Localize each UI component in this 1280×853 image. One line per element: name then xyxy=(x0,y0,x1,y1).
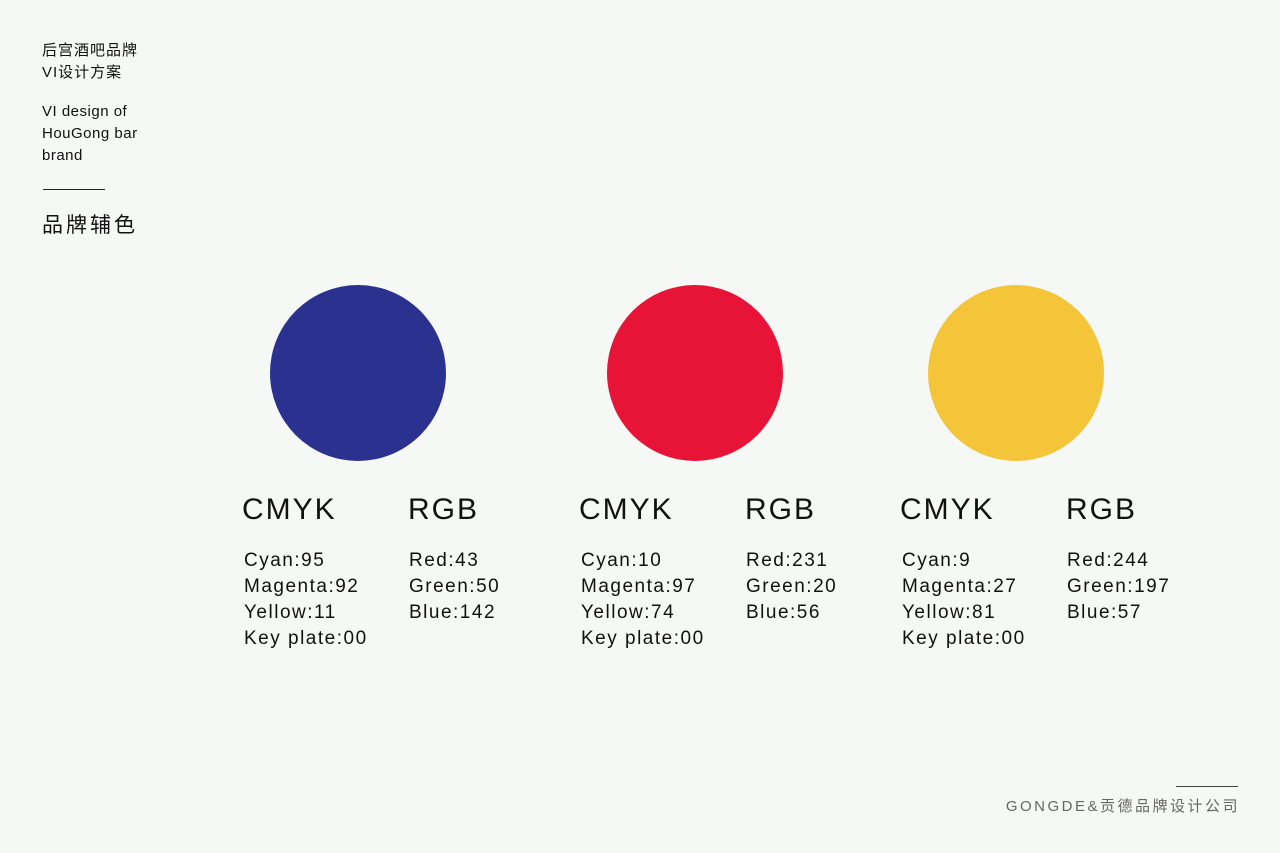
color-swatch xyxy=(270,285,446,461)
rgb-value: Red:231 xyxy=(746,550,829,571)
subtitle-line: HouGong bar xyxy=(42,125,138,142)
cmyk-value: Cyan:95 xyxy=(244,550,326,571)
cmyk-value: Key plate:00 xyxy=(581,628,705,649)
title-line: 后宫酒吧品牌 xyxy=(42,42,139,59)
rgb-heading: RGB xyxy=(408,493,480,526)
subtitle-block: VI design of HouGong bar brand xyxy=(42,101,138,167)
subtitle-line: VI design of xyxy=(42,103,128,120)
footer-company: GONGDE&贡德品牌设计公司 xyxy=(1005,798,1240,815)
cmyk-value: Yellow:74 xyxy=(581,602,676,623)
cmyk-value: Magenta:92 xyxy=(244,576,360,597)
divider xyxy=(1176,786,1238,787)
cmyk-value: Cyan:10 xyxy=(581,550,663,571)
cmyk-value: Cyan:9 xyxy=(902,550,972,571)
cmyk-value: Yellow:11 xyxy=(244,602,337,623)
rgb-heading: RGB xyxy=(1066,493,1138,526)
rgb-value: Blue:57 xyxy=(1067,602,1142,623)
cmyk-heading: CMYK xyxy=(242,493,337,526)
divider xyxy=(43,189,105,190)
section-title: 品牌辅色 xyxy=(42,214,138,237)
cmyk-heading: CMYK xyxy=(579,493,674,526)
rgb-value: Green:50 xyxy=(409,576,501,597)
color-swatch xyxy=(928,285,1104,461)
cmyk-heading: CMYK xyxy=(900,493,995,526)
rgb-value: Green:197 xyxy=(1067,576,1171,597)
title-block: 后宫酒吧品牌 VI设计方案 xyxy=(42,40,138,84)
cmyk-value: Key plate:00 xyxy=(244,628,368,649)
subtitle-line: brand xyxy=(42,147,83,164)
title-line: VI设计方案 xyxy=(42,64,123,81)
rgb-value: Green:20 xyxy=(746,576,838,597)
cmyk-value: Yellow:81 xyxy=(902,602,997,623)
rgb-heading: RGB xyxy=(745,493,817,526)
rgb-value: Blue:56 xyxy=(746,602,821,623)
rgb-value: Blue:142 xyxy=(409,602,497,623)
rgb-value: Red:244 xyxy=(1067,550,1150,571)
color-swatch xyxy=(607,285,783,461)
cmyk-value: Key plate:00 xyxy=(902,628,1026,649)
cmyk-value: Magenta:97 xyxy=(581,576,697,597)
rgb-value: Red:43 xyxy=(409,550,480,571)
cmyk-value: Magenta:27 xyxy=(902,576,1018,597)
